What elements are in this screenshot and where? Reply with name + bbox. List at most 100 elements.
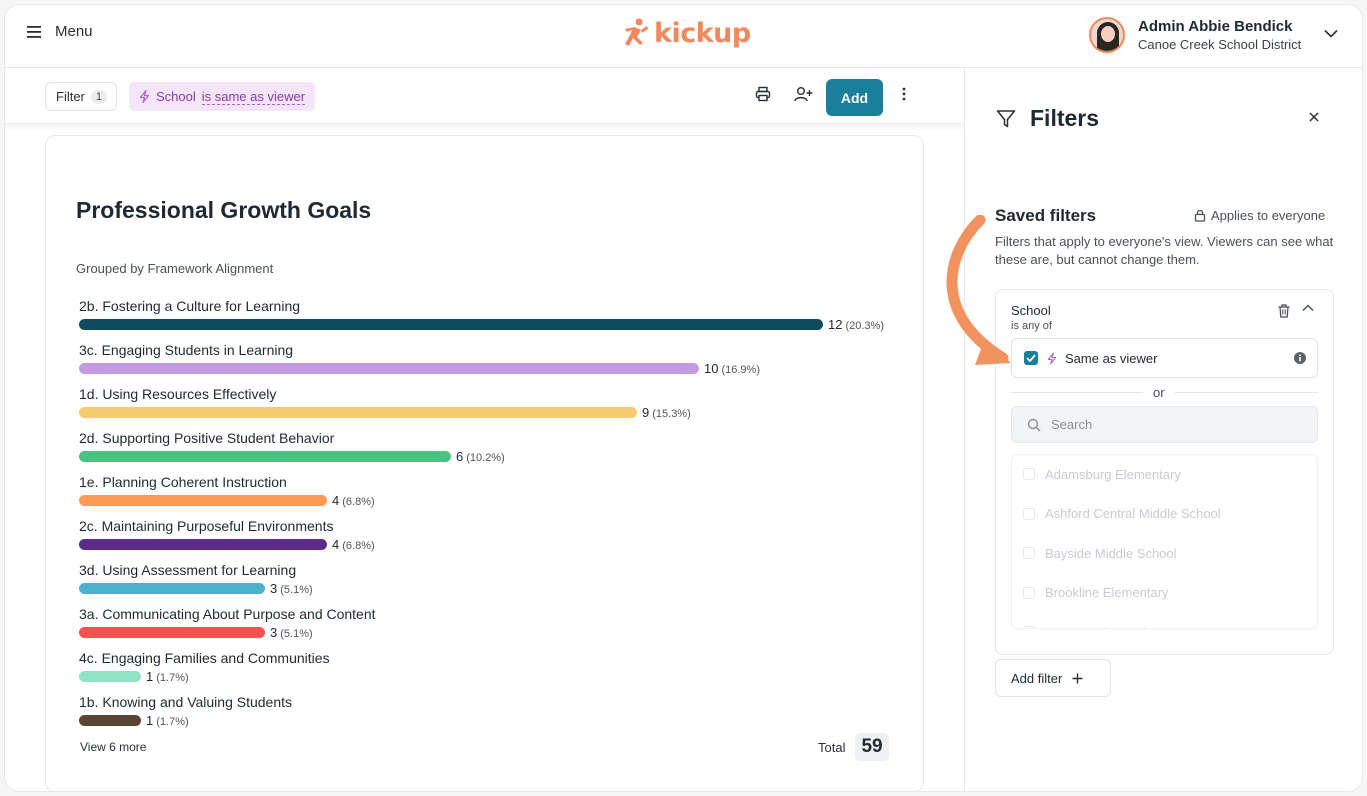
bar-percent: (6.8%) [342,540,375,552]
filters-panel: Filters Saved filters Applies to everyon… [964,68,1362,791]
same-as-viewer-label: Same as viewer [1065,350,1158,366]
user-menu[interactable]: Admin Abbie Bendick Canoe Creek School D… [1089,17,1338,53]
check-icon [1026,354,1036,362]
bar[interactable] [79,495,327,506]
school-option-label: Brookline Elementary [1045,585,1169,600]
bar-count: 3 [270,581,278,596]
school-filter-operator: is any of [1011,320,1052,332]
annotation-arrow [946,215,1011,365]
bar-label: 3d. Using Assessment for Learning [79,562,297,578]
bar-label: 3a. Communicating About Purpose and Cont… [79,606,376,622]
bar-count: 1 [146,669,154,684]
add-person-icon[interactable] [794,86,813,102]
bar[interactable] [79,319,823,330]
lightning-icon [139,90,150,103]
active-filter-chip[interactable]: School is same as viewer [129,82,316,111]
bar[interactable] [79,715,141,726]
bar-percent: (6.8%) [342,496,375,508]
chevron-up-icon[interactable] [1302,304,1314,312]
same-as-viewer-checkbox[interactable] [1024,351,1038,365]
info-icon[interactable] [1293,351,1307,365]
bar-row: 1e. Planning Coherent Instruction 4 (6.8%) [79,472,909,516]
menu-button[interactable]: Menu [27,23,93,40]
bar-percent: (15.3%) [652,408,691,420]
filter-count-badge: 1 [90,89,108,104]
bar[interactable] [79,671,141,682]
bar-label: 1e. Planning Coherent Instruction [79,474,287,490]
bar[interactable] [79,539,327,550]
bar[interactable] [79,627,265,638]
bar-count: 1 [146,713,154,728]
bar-value-label: 4 (6.8%) [332,537,375,552]
bar-percent: (1.7%) [156,672,189,684]
bar-count: 12 [828,317,843,332]
school-option[interactable]: Ashford Central Middle School [1012,504,1221,524]
funnel-icon [996,109,1016,127]
bar-percent: (5.1%) [280,584,313,596]
chip-field: School [156,89,196,104]
trash-icon[interactable] [1278,304,1290,318]
school-option-label: Bayside Middle School [1045,545,1177,561]
chip-condition: is same as viewer [201,88,306,105]
school-option-checkbox[interactable] [1023,507,1035,520]
bar-row: 1b. Knowing and Valuing Students 1 (1.7%) [79,692,909,736]
app-frame: Menu kickup Admin Abbie Bendick Canoe Cr… [5,5,1362,791]
school-filter-heading: School [1011,303,1051,318]
applies-label: Applies to everyone [1211,208,1326,223]
bar[interactable] [79,451,451,462]
add-button[interactable]: Add [826,79,883,116]
kebab-icon[interactable] [902,86,906,102]
filter-button-label: Filter [56,89,85,104]
school-option-checkbox[interactable] [1023,468,1035,480]
avatar [1089,17,1125,53]
bar-label: 4c. Engaging Families and Communities [79,650,330,666]
school-option-label: Adamsburg Elementary [1045,466,1181,482]
bar-row: 3a. Communicating About Purpose and Cont… [79,604,909,648]
bar-label: 1d. Using Resources Effectively [79,386,277,402]
school-option-checkbox[interactable] [1023,547,1035,559]
report-toolbar: Filter 1 School is same as viewer Add [5,68,964,124]
total-label: Total [818,739,846,755]
bar-percent: (16.9%) [721,364,760,376]
saved-filters-description: Filters that apply to everyone's view. V… [995,234,1334,267]
search-input[interactable] [1051,417,1301,432]
filter-button[interactable]: Filter 1 [45,82,118,111]
add-filter-button[interactable]: Add filter [995,659,1111,697]
applies-to-everyone: Applies to everyone [1194,208,1325,223]
school-option-checkbox[interactable] [1023,586,1035,599]
bar-count: 4 [332,537,340,552]
search-icon [1027,418,1041,431]
same-as-viewer-option[interactable]: Same as viewer [1011,338,1318,378]
school-option-checkbox[interactable] [1023,626,1035,628]
chevron-down-icon[interactable] [1324,29,1338,38]
kickup-logo[interactable]: kickup [620,17,751,49]
bar-value-label: 3 (5.1%) [270,625,313,640]
close-icon[interactable] [1309,112,1319,122]
bar-value-label: 3 (5.1%) [270,581,313,596]
runner-logo-icon [625,18,648,46]
bar[interactable] [79,407,637,418]
report-subtitle: Grouped by Framework Alignment [76,261,274,276]
bar-count: 6 [456,449,464,464]
bar-value-label: 9 (15.3%) [642,405,691,420]
bar-count: 3 [270,625,278,640]
bar[interactable] [79,583,265,594]
bar-chart: 2b. Fostering a Culture for Learning 12 (2… [79,296,909,736]
filters-title: Filters [1030,105,1100,131]
lightning-icon [1047,351,1057,364]
bar-row: 1d. Using Resources Effectively 9 (15.3%) [79,384,909,428]
school-search[interactable] [1011,406,1318,443]
bar[interactable] [79,363,699,374]
school-option[interactable]: Adamsburg Elementary [1012,464,1181,484]
report-card: Professional Growth Goals Grouped by Fra… [45,135,924,791]
school-option[interactable]: Bayside Middle School [1012,543,1177,563]
bar-percent: (20.3%) [845,320,884,332]
view-more-link[interactable]: View 6 more [80,740,147,754]
school-options-list: Adamsburg Elementary Ashford Central Midd… [1011,454,1318,629]
school-option[interactable]: Canoe Heights Elementary [1012,622,1200,628]
bar-percent: (10.2%) [466,452,505,464]
total-summary: Total 59 [818,733,889,761]
school-option[interactable]: Brookline Elementary [1012,583,1169,603]
printer-icon[interactable] [755,86,771,102]
logo-wordmark: kickup [654,17,751,49]
